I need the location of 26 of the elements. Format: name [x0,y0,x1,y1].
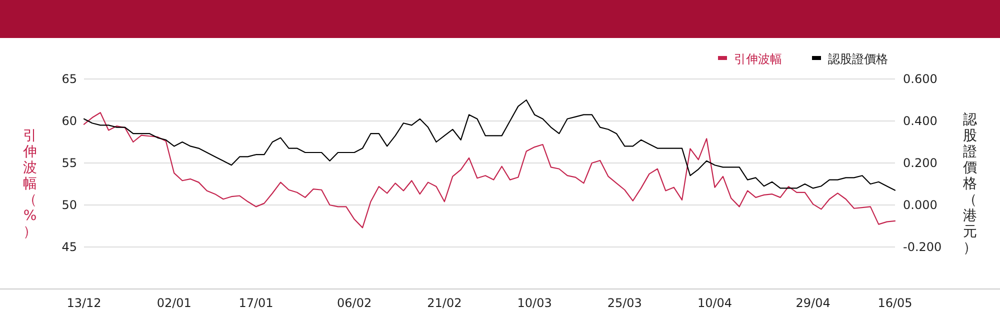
y-tick-label: 45 [62,240,77,254]
line-series [83,112,896,228]
legend-label: 認股證價格 [828,52,888,66]
y-axis-title: 引伸波幅（%） [22,128,37,240]
y2-tick-label: 0.000 [903,198,938,212]
x-tick-label: 17/01 [238,296,274,310]
line-series [83,99,896,191]
x-tick-label: 10/04 [697,296,732,310]
legend-label: 引伸波幅 [734,52,782,66]
x-tick-label: 06/02 [337,296,372,310]
x-tick-label: 10/03 [517,296,552,310]
y2-tick-label: -0.200 [903,240,942,254]
y-tick-label: 60 [62,114,77,128]
y-tick-label: 55 [62,156,77,170]
x-tick-label: 13/12 [66,296,102,310]
y-tick-label: 50 [62,198,77,212]
x-tick-label: 25/03 [607,296,642,310]
x-tick-label: 29/04 [796,296,830,310]
y2-tick-label: 0.400 [903,114,938,128]
x-tick-label: 16/05 [878,296,912,310]
text: 認股證價格（港元） [963,112,977,256]
y2-tick-label: 0.200 [903,156,938,170]
y-tick-label: 65 [62,72,77,86]
x-tick-label: 21/02 [427,296,462,310]
y2-tick-label: 0.600 [903,72,938,86]
x-tick-label: 02/01 [156,296,192,310]
